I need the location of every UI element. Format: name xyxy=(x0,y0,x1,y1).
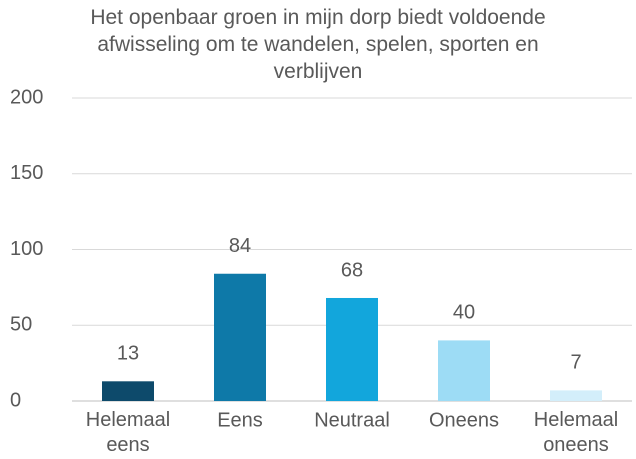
bar xyxy=(438,340,490,401)
y-tick-label: 100 xyxy=(10,238,43,260)
x-tick-label: Neutraal xyxy=(314,409,390,431)
data-label: 84 xyxy=(229,235,251,257)
data-label: 7 xyxy=(570,352,581,374)
x-tick-label: Helemaal eens xyxy=(86,409,170,456)
y-tick-label: 150 xyxy=(10,162,43,184)
data-label: 40 xyxy=(453,302,475,324)
x-tick-label: Oneens xyxy=(429,409,499,431)
data-label: 13 xyxy=(117,343,139,365)
y-tick-label: 0 xyxy=(10,389,21,411)
bar xyxy=(550,390,602,401)
x-tick-label: Helemaal oneens xyxy=(534,409,618,456)
data-label: 68 xyxy=(341,259,363,281)
bar xyxy=(326,297,378,401)
y-tick-label: 200 xyxy=(10,86,43,108)
bar xyxy=(214,273,266,401)
y-tick-label: 50 xyxy=(10,314,32,336)
bar xyxy=(102,381,154,401)
chart-title: Het openbaar groen in mijn dorp biedt vo… xyxy=(90,6,546,83)
x-tick-label: Eens xyxy=(217,409,263,431)
